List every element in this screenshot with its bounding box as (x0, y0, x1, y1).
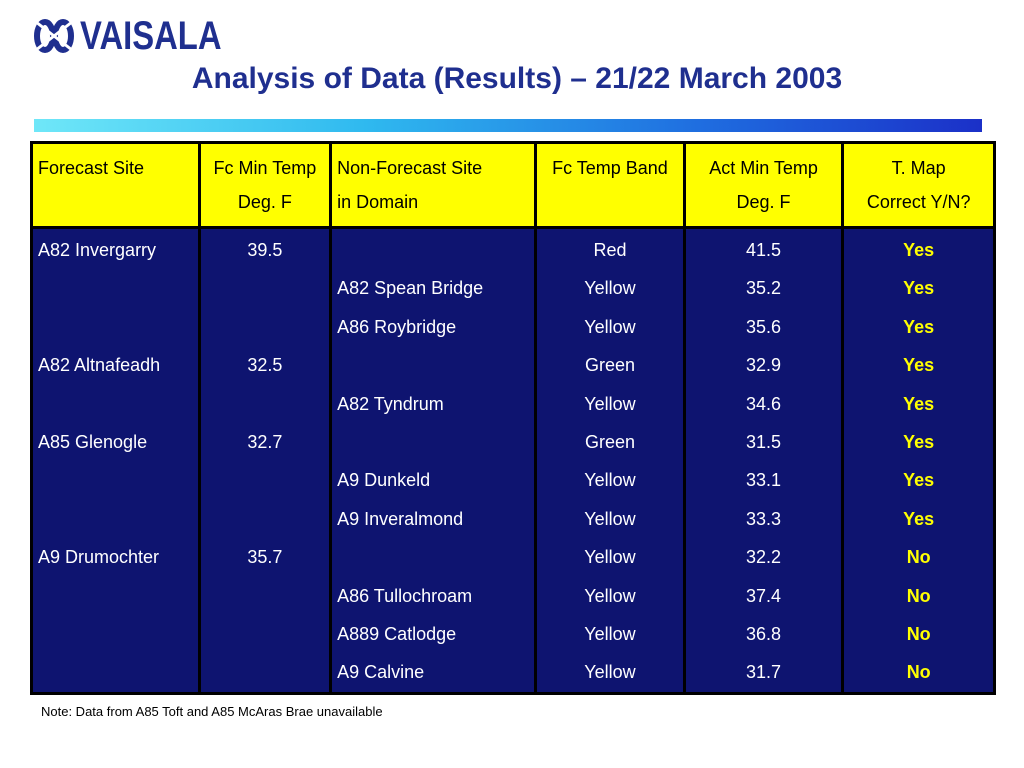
vaisala-emblem-icon (34, 19, 74, 53)
table-header-row: Forecast Site Fc Min Temp Deg. F Non-For… (33, 144, 993, 226)
logo-text: VAISALA (80, 14, 222, 58)
t-map-correct-column: Yes Yes Yes Yes Yes Yes Yes Yes No No No… (844, 229, 993, 692)
vaisala-logo: VAISALA (34, 14, 253, 58)
header-non-forecast-site: Non-Forecast Site in Domain (332, 144, 535, 226)
act-min-temp-column: 41.5 35.2 35.6 32.9 34.6 31.5 33.1 33.3 … (685, 229, 842, 692)
header-t-map-correct: T. Map Correct Y/N? (844, 144, 993, 226)
results-table: Forecast Site Fc Min Temp Deg. F Non-For… (30, 141, 996, 695)
fc-temp-band-column: Red Yellow Yellow Green Yellow Green Yel… (537, 229, 683, 692)
header-act-min-temp: Act Min Temp Deg. F (685, 144, 842, 226)
table-body-row: A82 Invergarry A82 Altnafeadh A85 Glenog… (33, 229, 993, 692)
forecast-site-column: A82 Invergarry A82 Altnafeadh A85 Glenog… (33, 229, 198, 692)
non-forecast-site-column: A82 Spean Bridge A86 Roybridge A82 Tyndr… (332, 229, 535, 692)
fc-min-temp-column: 39.5 32.5 32.7 35.7 (200, 229, 330, 692)
header-fc-min-temp: Fc Min Temp Deg. F (200, 144, 330, 226)
title-underline-bar (34, 119, 982, 132)
header-fc-temp-band: Fc Temp Band (537, 144, 683, 226)
header-forecast-site: Forecast Site (33, 144, 198, 226)
footnote: Note: Data from A85 Toft and A85 McAras … (41, 704, 383, 719)
page-title: Analysis of Data (Results) – 21/22 March… (191, 62, 843, 95)
